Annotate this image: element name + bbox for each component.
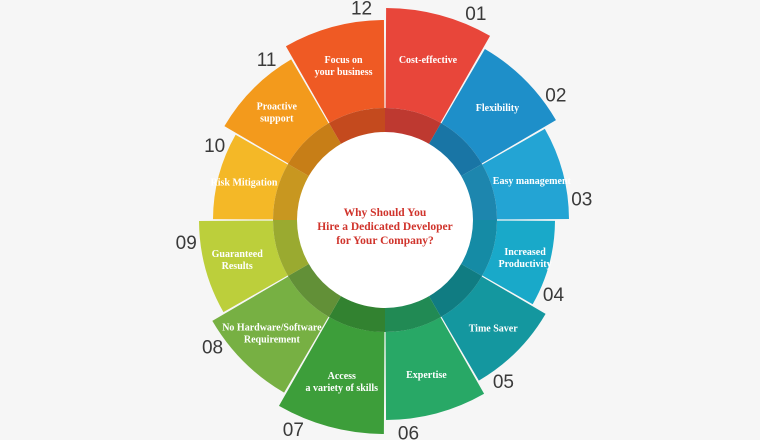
segment-01 xyxy=(385,8,491,123)
center-title-line-2: Hire a Dedicated Developer xyxy=(317,221,453,233)
segment-number-04: 04 xyxy=(543,285,565,306)
segment-label-04: Increased Productivity xyxy=(498,247,551,270)
segment-number-12: 12 xyxy=(351,0,372,19)
segments-layer xyxy=(199,8,569,434)
segment-02 xyxy=(441,49,556,164)
labels-layer: Cost-effective Flexibility Easy management… xyxy=(210,55,571,394)
segment-label-09: Guaranteed Results xyxy=(212,249,264,272)
segment-number-11: 11 xyxy=(257,50,277,71)
segment-label-12: Focus on your business xyxy=(315,55,373,78)
segment-10 xyxy=(213,134,288,220)
segment-label-01: Cost-effective xyxy=(399,55,458,66)
segment-08 xyxy=(212,276,329,393)
segment-number-08: 08 xyxy=(202,338,223,359)
segment-inner-ring-05 xyxy=(425,260,482,317)
segment-label-11: Proactive support xyxy=(257,101,298,124)
segment-label-07: Access a variety of skills xyxy=(306,371,379,394)
segment-number-10: 10 xyxy=(204,136,225,157)
center-circle xyxy=(297,132,473,308)
segment-number-05: 05 xyxy=(493,372,514,393)
center-title-line-3: for Your Company? xyxy=(336,235,434,247)
segment-05 xyxy=(441,276,546,381)
segment-number-06: 06 xyxy=(398,424,419,440)
segment-label-10: Risk Mitigation xyxy=(210,178,277,189)
segment-inner-ring-02 xyxy=(425,123,482,180)
segment-03 xyxy=(482,128,569,220)
segment-label-08: No Hardware/Software Requirement xyxy=(222,323,322,346)
segment-number-03: 03 xyxy=(571,189,592,210)
segment-06 xyxy=(385,317,485,420)
segment-09 xyxy=(199,220,288,313)
segment-07 xyxy=(278,317,385,434)
segment-number-07: 07 xyxy=(283,420,304,440)
segment-number-02: 02 xyxy=(545,85,566,106)
segment-label-02: Flexibility xyxy=(476,103,519,114)
segment-number-09: 09 xyxy=(176,233,197,254)
segment-inner-ring-08 xyxy=(288,260,345,317)
segment-04 xyxy=(482,220,555,305)
segment-label-06: Expertise xyxy=(406,370,447,381)
segment-label-05: Time Saver xyxy=(469,324,519,335)
center-title-line-1: Why Should You xyxy=(344,207,427,219)
numbers-layer: 01 02 03 04 05 06 07 08 09 10 11 12 xyxy=(176,0,593,440)
segment-12 xyxy=(285,20,385,123)
segment-label-03: Easy management xyxy=(493,176,572,187)
segment-11 xyxy=(224,59,329,164)
segment-inner-ring-11 xyxy=(288,123,345,180)
segment-number-01: 01 xyxy=(465,4,486,25)
